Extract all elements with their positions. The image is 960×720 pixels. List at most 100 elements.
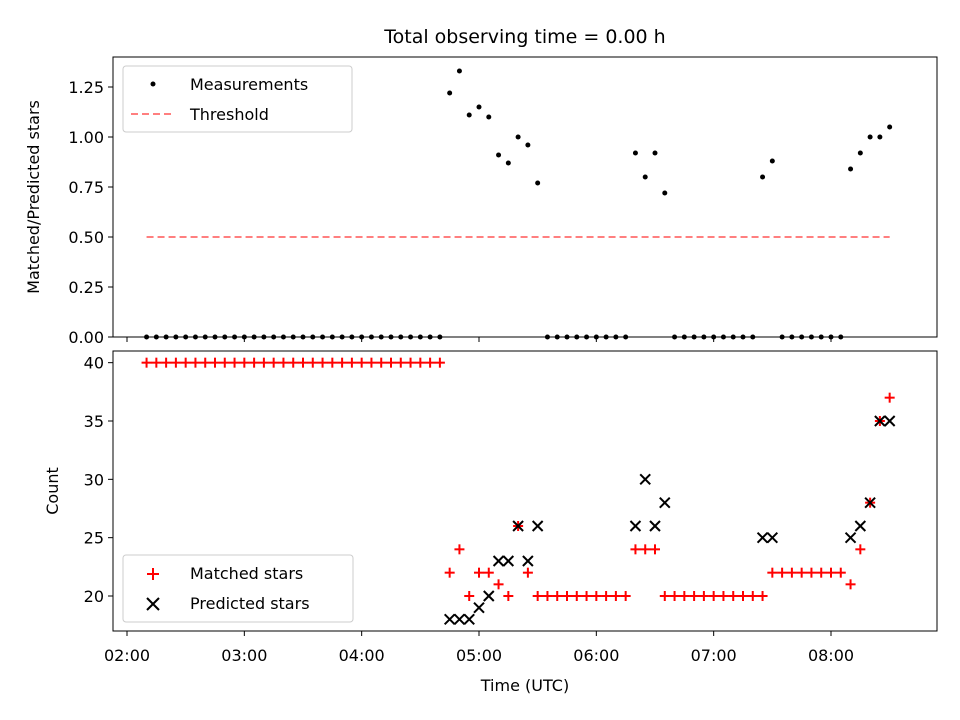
matched-star-point [239, 357, 250, 368]
measurement-point [339, 334, 345, 340]
measurement-point [544, 334, 550, 340]
matched-star-point [522, 567, 533, 578]
measurement-point [192, 334, 198, 340]
matched-star-point [777, 567, 788, 578]
matched-star-point [855, 544, 866, 555]
matched-star-point [141, 357, 152, 368]
measurement-point [584, 334, 590, 340]
measurement-point [740, 334, 746, 340]
matched-star-point [190, 357, 201, 368]
measurement-point [789, 334, 795, 340]
measurement-point [368, 334, 374, 340]
bottom-y-axis: 20 25 30 35 40 [84, 354, 113, 606]
matched-star-point [767, 567, 778, 578]
matched-star-point [151, 357, 162, 368]
x-tick-label: 06:00 [573, 646, 619, 665]
y-tick-label: 1.00 [68, 128, 104, 147]
measurement-point [818, 334, 824, 340]
matched-star-point [268, 357, 279, 368]
measurement-point [691, 334, 697, 340]
top-panel: 0.00 0.25 0.50 0.75 1.00 1.25 Matched/Predict… [24, 56, 938, 347]
measurement-point [241, 334, 247, 340]
predicted-star-point [874, 415, 886, 427]
predicted-star-point [483, 590, 495, 602]
measurement-point [750, 334, 756, 340]
measurement-point [857, 150, 863, 156]
predicted-star-point [756, 531, 769, 544]
legend-measurements-marker [150, 81, 156, 87]
predicted-star-point [629, 520, 642, 532]
y-tick-label: 0.75 [68, 178, 104, 197]
matched-star-point [405, 357, 416, 368]
measurement-point [437, 334, 443, 340]
matched-star-point [650, 544, 660, 555]
measurement-point [554, 334, 560, 340]
matched-star-point [659, 591, 670, 601]
measurement-point [398, 334, 404, 340]
measurement-point [280, 334, 286, 340]
legend-predicted-marker [146, 597, 160, 611]
bottom-x-axis: 02:00 03:00 04:00 05:00 06:00 07:00 08:00 [104, 631, 854, 665]
predicted-star-point [463, 613, 475, 626]
measurement-point [799, 334, 805, 340]
matched-star-point [786, 567, 797, 578]
measurement-point [515, 134, 521, 140]
matched-star-point [591, 591, 602, 601]
legend-measurements-label: Measurements [190, 75, 308, 94]
legend-predicted-label: Predicted stars [190, 594, 310, 613]
measurement-point [779, 334, 785, 340]
top-legend: Measurements Threshold [122, 65, 353, 133]
matched-star-point [601, 591, 612, 601]
predicted-star-point [531, 520, 544, 532]
matched-star-point [845, 579, 856, 590]
measurement-point [349, 334, 355, 340]
x-axis-label: Time (UTC) [480, 676, 569, 695]
measurement-point [359, 334, 365, 340]
measurement-point [271, 334, 277, 340]
matched-star-point [835, 567, 846, 578]
measurement-point [202, 334, 208, 340]
measurement-point [466, 112, 472, 118]
matched-star-point [493, 579, 504, 590]
predicted-star-point [473, 601, 485, 614]
measurement-point [681, 334, 687, 340]
measurement-point [808, 334, 814, 340]
x-tick-label: 03:00 [221, 646, 267, 665]
measurement-point [212, 334, 218, 340]
matched-star-point [826, 567, 836, 578]
matched-star-point [610, 591, 621, 601]
measurement-point [828, 334, 834, 340]
matched-star-point [483, 567, 494, 578]
measurement-point [672, 334, 678, 340]
measurement-point [769, 158, 775, 164]
measurement-point [711, 334, 717, 340]
measurement-point [662, 190, 668, 196]
measurement-point [232, 334, 238, 340]
chart-title: Total observing time = 0.00 h [383, 26, 665, 48]
x-tick-label: 05:00 [456, 646, 502, 665]
measurement-point [632, 150, 638, 156]
matched-star-point [816, 567, 827, 578]
predicted-star-point [502, 555, 515, 567]
y-tick-label: 0.25 [68, 278, 104, 297]
measurement-point [290, 334, 296, 340]
predicted-star-point [659, 496, 671, 509]
bottom-legend-box [122, 554, 354, 623]
matched-star-point [356, 357, 367, 368]
y-tick-label: 20 [84, 587, 104, 606]
measurement-point [320, 334, 326, 340]
measurement-point [496, 152, 502, 158]
measurement-point [564, 334, 570, 340]
matched-star-point [386, 357, 396, 368]
matched-star-point [288, 357, 299, 368]
matched-star-point [337, 357, 348, 368]
matched-star-point [552, 591, 563, 601]
measurement-point [730, 334, 736, 340]
measurement-point [378, 334, 384, 340]
top-legend-box [122, 65, 353, 133]
matched-star-point [669, 591, 680, 601]
matched-star-point [210, 357, 220, 368]
measurement-point [642, 174, 648, 180]
measurement-point [838, 334, 844, 340]
legend-threshold-label: Threshold [189, 105, 269, 124]
